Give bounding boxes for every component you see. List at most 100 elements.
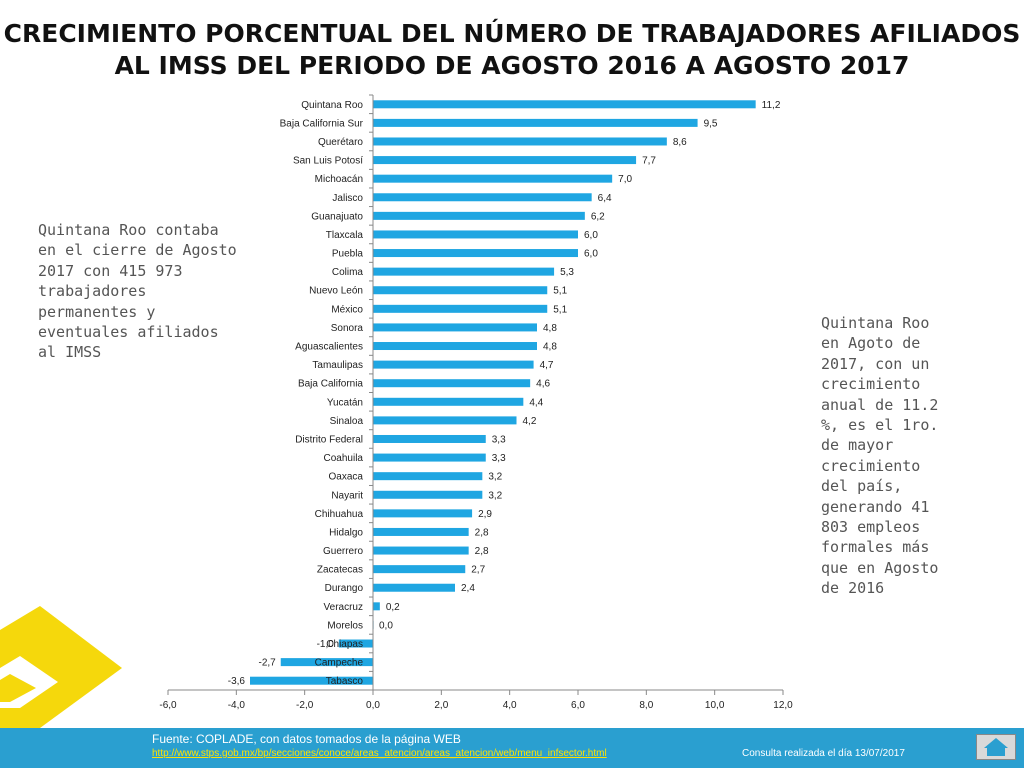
- category-label: Quintana Roo: [301, 100, 363, 111]
- note-right: Quintana Roo en Agoto de 2017, con un cr…: [821, 314, 939, 598]
- x-tick-label: 10,0: [705, 700, 725, 711]
- value-label: 4,8: [543, 323, 557, 334]
- bar: [373, 546, 469, 555]
- bar: [280, 658, 373, 667]
- bar: [373, 137, 667, 146]
- category-label: Distrito Federal: [295, 434, 363, 445]
- bar: [373, 416, 517, 425]
- value-label: 2,8: [475, 527, 489, 538]
- consult-date: Consulta realizada el día 13/07/2017: [742, 748, 905, 759]
- bar: [373, 267, 555, 276]
- bar: [373, 397, 524, 406]
- bar: [338, 639, 373, 648]
- value-label: 4,8: [543, 342, 557, 353]
- x-tick-label: 6,0: [571, 700, 585, 711]
- value-label: 2,7: [471, 565, 485, 576]
- category-label: Oaxaca: [329, 472, 364, 483]
- bar: [373, 342, 537, 351]
- category-label: Nayarit: [331, 490, 363, 501]
- bar: [373, 323, 537, 332]
- bar: [373, 249, 578, 258]
- x-tick-label: 8,0: [639, 700, 653, 711]
- page-title: CRECIMIENTO PORCENTUAL DEL NÚMERO DE TRA…: [0, 18, 1024, 82]
- footer-bar: Fuente: COPLADE, con datos tomados de la…: [0, 728, 1024, 768]
- value-label: 4,4: [529, 397, 543, 408]
- value-label: 6,2: [591, 211, 605, 222]
- value-label: 3,2: [488, 490, 502, 501]
- category-label: Coahuila: [324, 453, 364, 464]
- category-label: Chihuahua: [315, 509, 364, 520]
- category-label: Tabasco: [326, 676, 364, 687]
- x-tick-label: -4,0: [228, 700, 246, 711]
- category-label: Hidalgo: [329, 527, 363, 538]
- bar: [373, 379, 531, 388]
- category-label: Chiapas: [326, 639, 363, 650]
- category-label: Colima: [332, 267, 364, 278]
- bar: [373, 100, 756, 109]
- category-label: Aguascalientes: [295, 342, 363, 353]
- bar: [373, 360, 534, 369]
- bar: [373, 453, 486, 462]
- category-label: Tlaxcala: [326, 230, 364, 241]
- category-label: Guerrero: [323, 546, 363, 557]
- value-label: 3,3: [492, 434, 506, 445]
- bar: [373, 509, 473, 518]
- bar: [373, 286, 548, 295]
- bar: [373, 211, 585, 220]
- value-label: 7,7: [642, 156, 656, 167]
- category-label: Durango: [325, 583, 364, 594]
- category-label: Veracruz: [324, 602, 363, 613]
- category-label: Sinaloa: [330, 416, 364, 427]
- value-label: 5,1: [553, 286, 567, 297]
- value-label: -1,0: [317, 639, 335, 650]
- category-label: Yucatán: [327, 397, 363, 408]
- value-label: 6,0: [584, 249, 598, 260]
- value-label: 2,9: [478, 509, 492, 520]
- x-tick-label: 2,0: [434, 700, 448, 711]
- bar: [373, 156, 637, 165]
- home-button[interactable]: [976, 734, 1016, 760]
- category-label: Puebla: [332, 249, 364, 260]
- category-label: México: [331, 304, 363, 315]
- category-label: Nuevo León: [309, 286, 363, 297]
- note-left: Quintana Roo contaba en el cierre de Ago…: [38, 221, 237, 362]
- bar: [373, 230, 578, 239]
- source-link[interactable]: http://www.stps.gob.mx/bp/secciones/cono…: [152, 748, 607, 759]
- bar: [373, 583, 455, 592]
- logo-icon: [0, 606, 122, 728]
- value-label: 7,0: [618, 174, 632, 185]
- source-text: Fuente: COPLADE, con datos tomados de la…: [152, 732, 461, 746]
- category-label: Zacatecas: [317, 565, 363, 576]
- category-label: Tamaulipas: [312, 360, 363, 371]
- value-label: 4,7: [540, 360, 554, 371]
- value-label: 5,1: [553, 304, 567, 315]
- x-tick-label: -2,0: [296, 700, 314, 711]
- category-label: Guanajuato: [311, 211, 363, 222]
- x-tick-label: 4,0: [503, 700, 517, 711]
- value-label: 0,2: [386, 602, 400, 613]
- category-label: Campeche: [315, 658, 364, 669]
- value-label: -2,7: [259, 658, 277, 669]
- bar: [373, 565, 466, 574]
- category-label: Michoacán: [315, 174, 363, 185]
- bar: [373, 174, 613, 183]
- value-label: 11,2: [762, 100, 781, 111]
- bar: [373, 434, 486, 443]
- x-tick-label: -6,0: [159, 700, 177, 711]
- bar: [373, 472, 483, 481]
- title-line-1: CRECIMIENTO PORCENTUAL DEL NÚMERO DE TRA…: [3, 19, 1021, 48]
- value-label: 6,0: [584, 230, 598, 241]
- home-icon: [984, 738, 1008, 756]
- value-label: 2,4: [461, 583, 475, 594]
- bar: [373, 193, 592, 202]
- bar: [373, 304, 548, 313]
- bar: [373, 118, 698, 127]
- value-label: -3,6: [228, 676, 246, 687]
- value-label: 6,4: [598, 193, 612, 204]
- category-label: Morelos: [327, 620, 363, 631]
- category-label: Baja California: [298, 379, 363, 390]
- value-label: 0,0: [379, 620, 393, 631]
- bar-chart: Quintana Roo Baja California Sur Querétaro…: [159, 94, 793, 711]
- value-label: 5,3: [560, 267, 574, 278]
- category-label: Querétaro: [318, 137, 363, 148]
